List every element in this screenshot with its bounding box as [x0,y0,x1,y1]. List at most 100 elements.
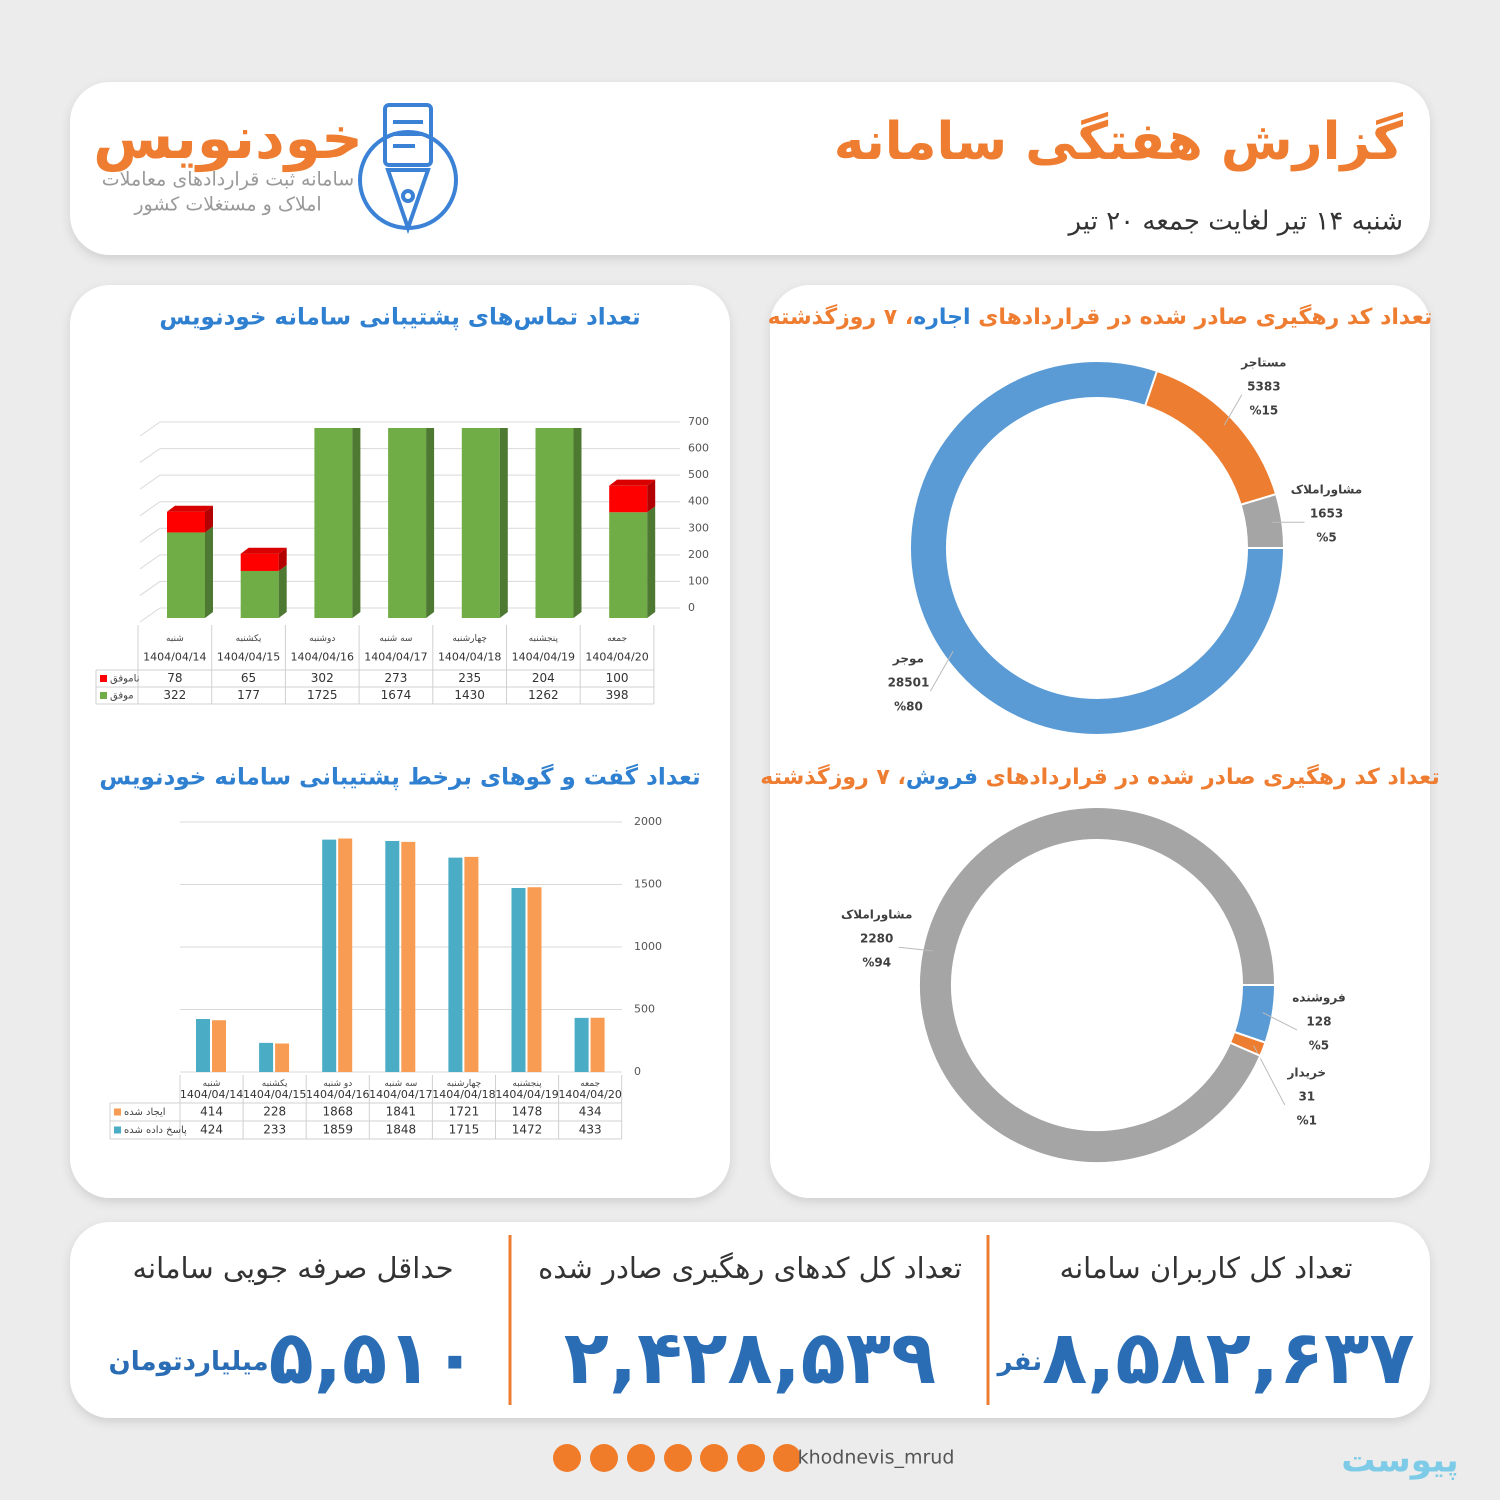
bars [196,838,605,1072]
bar [527,887,542,1072]
bar [574,1017,589,1072]
stat-unit: نفر [995,1347,1042,1377]
table-value: 1674 [381,688,412,702]
x-tick-date: 1404/04/20 [585,650,648,663]
table-value: 1868 [322,1105,353,1119]
y-tick-label: 2000 [634,815,662,828]
bar-side [426,428,435,618]
legend-swatch [100,692,107,699]
table-value: 273 [384,671,407,685]
donut-slice [909,360,1286,736]
bar [322,839,337,1072]
slice-value: 128 [1306,1014,1331,1028]
bar [590,1017,605,1072]
stat-unit: میلیاردتومان [109,1347,269,1377]
x-tick-date: 1404/04/14 [180,1088,243,1101]
slice-value: 31 [1298,1089,1315,1103]
bar-side [278,547,287,571]
bar [167,532,205,618]
header-card [70,82,1430,255]
x-tick-date: 1404/04/19 [495,1088,558,1101]
legend-swatch [114,1108,121,1116]
bar-side [647,479,656,513]
x-tick-label: دوشنبه [309,634,335,644]
bar [535,428,574,618]
stat-number: ۵,۵۱۰ [269,1315,478,1401]
bar [609,485,648,513]
slice-percent: %94 [862,956,891,970]
watermark: پیوست [1341,1441,1458,1481]
slice-value: 1653 [1310,507,1343,521]
table-value: 1721 [449,1105,480,1119]
x-tick-label: یکشنبه [262,1079,288,1089]
bar [167,511,205,533]
chart-title: تعداد کد رهگیری صادر شده در قراردادهای ا… [768,303,1433,330]
table-value: 1859 [322,1123,353,1137]
table-value: 302 [311,671,334,685]
chart-title: تعداد گفت و گوهای برخط پشتیبانی سامانه خ… [99,764,700,791]
slice-label: مشاوراملاک [841,908,912,923]
stat-value: ۵,۵۱۰میلیاردتومان [109,1315,478,1401]
bar-top [609,479,656,486]
slice-percent: %15 [1249,403,1278,417]
stats-card [70,1222,1430,1418]
table-value: 434 [579,1105,602,1119]
stat-number: ۸,۵۸۲,۶۳۷ [1042,1315,1414,1401]
slice-label: مستاجر [1240,355,1286,369]
table-value: 100 [606,671,629,685]
table-value: 398 [606,688,629,702]
y-tick-label: 0 [688,601,695,614]
bar [448,857,463,1072]
table-value: 1430 [454,688,485,702]
slice-percent: %5 [1309,1038,1329,1052]
bar [609,512,648,618]
social-handle: khodnevis_mrud [798,1447,955,1469]
bar [511,888,526,1072]
x-tick-date: 1404/04/14 [143,650,206,663]
bar [461,428,500,618]
x-tick-date: 1404/04/18 [432,1088,495,1101]
table-value: 322 [163,688,186,702]
table-value: 433 [579,1123,602,1137]
slice-value: 28501 [888,676,930,690]
bar [212,1020,226,1072]
y-tick-label: 600 [688,442,709,455]
x-tick-label: چهارشنبه [452,634,487,644]
donut-slice [918,806,1277,1164]
stat-label: تعداد کل کاربران سامانه [1060,1251,1353,1285]
x-tick-label: جمعه [607,634,627,644]
x-tick-label: سه شنبه [384,1079,417,1089]
x-tick-date: 1404/04/20 [558,1088,621,1101]
page-title: گزارش هفتگی سامانه [834,111,1404,172]
bar-side [647,506,656,618]
bar-top [240,547,287,554]
slice-percent: %1 [1297,1113,1317,1127]
table-value: 424 [200,1123,223,1137]
chart-title: تعداد تماس‌های پشتیبانی سامانه خودنویس [159,305,640,331]
chart-title-part: تعداد کد رهگیری صادر شده در قراردادهای [971,303,1433,330]
y-tick-label: 200 [688,548,709,561]
bars [167,428,656,619]
table-value: 1262 [528,688,559,702]
y-tick-label: 1000 [634,940,662,953]
bar-side [205,526,213,618]
table-value: 1472 [512,1123,543,1137]
table-value: 235 [458,671,481,685]
bar-side [573,428,582,618]
logo-icon [358,103,458,235]
slice-label: فروشنده [1292,990,1346,1005]
y-tick-label: 1500 [634,878,662,891]
slice-label: مشاوراملاک [1291,483,1362,498]
bar [464,856,479,1072]
x-tick-label: پنجشنبه [529,634,559,644]
x-tick-date: 1404/04/16 [291,650,354,663]
legend-swatch [100,675,107,682]
table-value: 78 [167,671,182,685]
bar-side [205,505,213,533]
table-value: 228 [263,1105,286,1119]
slice-label: موجر [892,652,924,667]
table-value: 414 [200,1105,223,1119]
right-card [770,285,1430,1198]
stat-value: ۲,۴۲۸,۵۳۹ [564,1315,936,1401]
